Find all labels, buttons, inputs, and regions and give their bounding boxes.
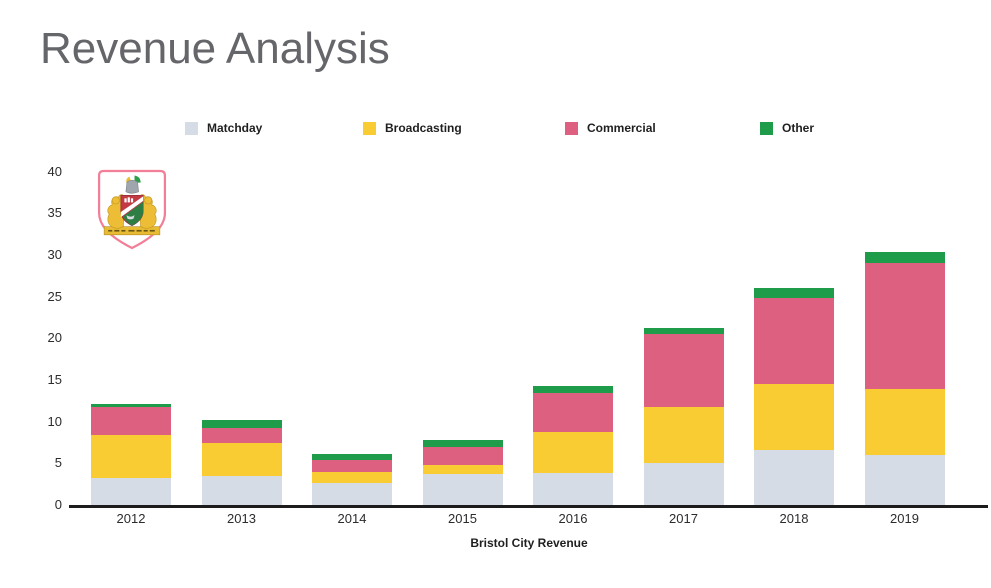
bar-2014 <box>312 454 392 505</box>
legend-swatch-matchday <box>185 122 198 135</box>
segment-other-2018 <box>754 287 834 298</box>
segment-commercial-2019 <box>864 263 945 390</box>
segment-other-2017 <box>643 328 724 335</box>
segment-commercial-2012 <box>91 406 171 435</box>
segment-other-2013 <box>201 420 282 428</box>
segment-broadcasting-2014 <box>312 471 392 483</box>
legend-label-broadcasting: Broadcasting <box>385 121 462 135</box>
legend-swatch-other <box>760 122 773 135</box>
y-tick-35: 35 <box>47 205 62 221</box>
x-tick-2012: 2012 <box>116 511 146 526</box>
x-tick-2016: 2016 <box>558 511 588 526</box>
y-tick-40: 40 <box>47 163 62 179</box>
segment-matchday-2018 <box>754 450 834 505</box>
segment-commercial-2017 <box>643 334 724 407</box>
segment-broadcasting-2019 <box>864 389 945 455</box>
segment-broadcasting-2018 <box>754 384 834 450</box>
crest-helm <box>125 180 139 194</box>
y-tick-0: 0 <box>54 497 62 512</box>
segment-matchday-2019 <box>864 455 945 505</box>
segment-commercial-2015 <box>422 446 503 466</box>
bar-2013 <box>201 420 282 505</box>
bar-2019 <box>864 251 945 505</box>
y-tick-25: 25 <box>47 288 62 304</box>
page-title: Revenue Analysis <box>40 24 390 73</box>
y-tick-20: 20 <box>47 330 62 346</box>
x-tick-2019: 2019 <box>890 511 919 526</box>
segment-matchday-2017 <box>643 463 724 505</box>
legend-swatch-broadcasting <box>363 122 376 135</box>
legend-item-other: Other <box>760 121 814 136</box>
segment-matchday-2015 <box>422 474 503 505</box>
segment-broadcasting-2013 <box>201 442 282 476</box>
legend-swatch-commercial <box>565 122 578 135</box>
segment-other-2016 <box>533 385 613 393</box>
legend-label-other: Other <box>782 121 815 135</box>
segment-other-2014 <box>312 454 392 461</box>
x-axis-line <box>69 505 988 508</box>
x-axis-caption: Bristol City Revenue <box>470 536 588 550</box>
y-tick-15: 15 <box>47 371 62 387</box>
x-tick-2013: 2013 <box>227 511 256 526</box>
x-tick-2015: 2015 <box>448 511 477 526</box>
bar-2012 <box>91 404 171 505</box>
bar-2016 <box>533 385 613 505</box>
x-tick-2014: 2014 <box>337 511 367 526</box>
y-tick-30: 30 <box>47 246 62 262</box>
legend-item-matchday: Matchday <box>185 121 262 136</box>
bar-2018 <box>754 287 834 505</box>
x-tick-2017: 2017 <box>669 511 698 526</box>
legend-item-commercial: Commercial <box>565 121 656 136</box>
y-tick-10: 10 <box>47 413 62 429</box>
segment-broadcasting-2012 <box>91 435 171 478</box>
crest-plume <box>134 175 141 183</box>
segment-other-2012 <box>91 404 171 407</box>
bristol-city-crest-logo <box>97 169 167 250</box>
bar-2017 <box>643 328 724 505</box>
legend-item-broadcasting: Broadcasting <box>363 121 462 136</box>
segment-commercial-2013 <box>201 427 282 443</box>
segment-commercial-2014 <box>312 460 392 472</box>
segment-matchday-2014 <box>312 482 392 505</box>
segment-commercial-2018 <box>754 297 834 385</box>
segment-broadcasting-2015 <box>422 465 503 475</box>
segment-matchday-2013 <box>201 475 282 505</box>
segment-other-2019 <box>864 251 945 264</box>
segment-commercial-2016 <box>533 392 613 432</box>
bar-2015 <box>422 440 503 505</box>
segment-matchday-2016 <box>533 472 613 505</box>
y-tick-5: 5 <box>54 455 62 471</box>
segment-matchday-2012 <box>91 477 171 505</box>
segment-other-2015 <box>422 440 503 447</box>
x-tick-2018: 2018 <box>779 511 809 526</box>
legend-label-commercial: Commercial <box>587 121 656 135</box>
segment-broadcasting-2017 <box>643 406 724 464</box>
legend-label-matchday: Matchday <box>207 121 263 135</box>
segment-broadcasting-2016 <box>533 431 613 473</box>
